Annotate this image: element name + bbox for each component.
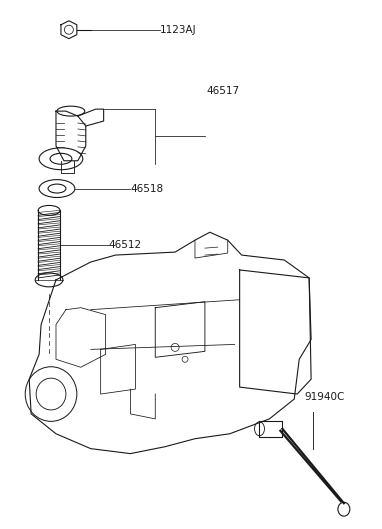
Text: 46517: 46517 (207, 86, 240, 96)
Text: 1123AJ: 1123AJ (160, 25, 197, 35)
Text: 91940C: 91940C (304, 392, 345, 402)
Text: 46518: 46518 (130, 184, 163, 194)
Text: 46512: 46512 (108, 240, 142, 250)
